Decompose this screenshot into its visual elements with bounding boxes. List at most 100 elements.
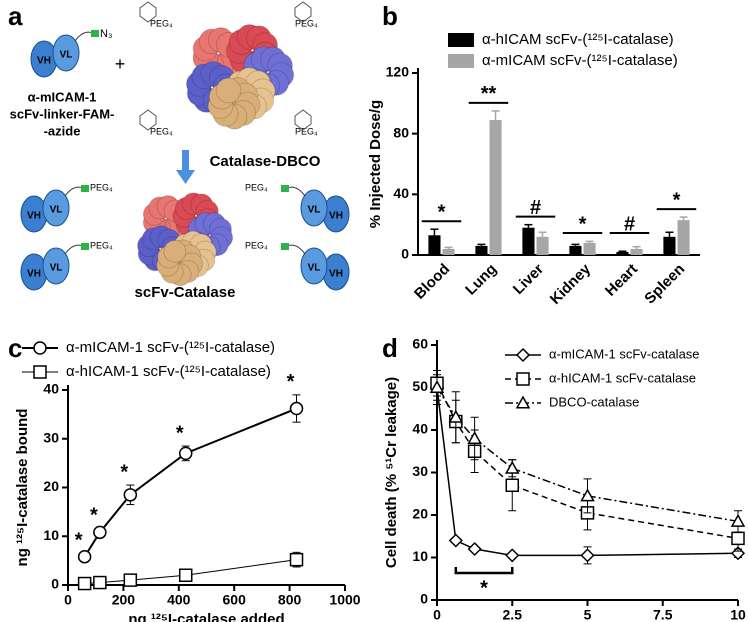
x-tick-label: 7.5 — [653, 607, 673, 622]
bar — [442, 248, 455, 255]
x-axis-title: ng ¹²⁵I-catalase added — [128, 611, 284, 622]
bar — [583, 242, 596, 255]
product-label: scFv-Catalase — [135, 284, 236, 301]
x-tick-label: 0 — [64, 592, 72, 608]
marker — [77, 549, 92, 564]
significance-label: # — [530, 197, 541, 219]
x-tick-label: 0 — [433, 607, 441, 622]
x-tick-label: Lung — [462, 261, 500, 299]
y-tick-label: 10 — [412, 548, 428, 564]
legend-label: α-hICAM-1 scFv-catalase — [549, 370, 696, 385]
marker — [33, 365, 47, 379]
marker — [178, 446, 193, 461]
y-axis-title: ng ¹²⁵I-catalase bound — [14, 409, 31, 567]
y-tick-label: 30 — [43, 429, 59, 445]
significance-label: * — [75, 530, 83, 552]
fam-tag — [281, 185, 289, 192]
marker — [504, 460, 520, 474]
catalase-subunit — [215, 77, 242, 104]
panel-label: d — [382, 333, 398, 363]
y-tick-label: 120 — [386, 64, 410, 80]
vh-label: VH — [27, 211, 41, 222]
significance-label: * — [438, 201, 446, 223]
y-tick-label: 30 — [412, 463, 428, 479]
panel-label: a — [8, 1, 23, 31]
dbco-ring — [139, 109, 157, 131]
x-tick-label: 10 — [730, 607, 746, 622]
y-axis-title: Cell death (% ⁵¹Cr leakage) — [383, 377, 400, 568]
marker — [448, 533, 463, 548]
marker — [505, 478, 519, 492]
vh-label: VH — [329, 211, 343, 222]
y-tick-label: 20 — [43, 478, 59, 494]
marker — [515, 395, 531, 409]
y-tick-label: 40 — [393, 185, 409, 201]
marker — [516, 372, 530, 386]
azide-label: N₃ — [100, 28, 112, 40]
x-tick-label: 600 — [223, 592, 247, 608]
bracket — [454, 567, 514, 575]
y-tick-label: 10 — [43, 527, 59, 543]
marker — [178, 568, 193, 582]
significance-label: * — [90, 505, 98, 527]
x-tick-label: 2.5 — [503, 607, 523, 622]
x-tick-label: Kidney — [547, 260, 595, 308]
bar — [475, 245, 488, 255]
marker — [505, 548, 520, 563]
legend-label: α-mICAM-1 scFv-catalase — [549, 346, 700, 361]
marker — [580, 488, 595, 502]
x-tick-label: Heart — [602, 261, 641, 300]
marker — [123, 573, 138, 587]
fam-tag — [81, 243, 89, 250]
legend-swatch — [448, 54, 474, 68]
vl-domain — [52, 34, 80, 72]
peg-label: PEG₄ — [90, 240, 113, 250]
peg-label: PEG₄ — [245, 240, 268, 250]
significance-label: ** — [481, 83, 497, 105]
significance-label: * — [120, 461, 128, 483]
marker — [467, 541, 482, 557]
peg-label: PEG₄ — [150, 126, 173, 136]
scfv-label: α-mICAM-1 — [28, 89, 97, 104]
vl-label: VL — [308, 205, 321, 216]
arrow-shaft — [182, 150, 189, 172]
legend-label: α-hICAM-1 scFv-(¹²⁵I-catalase) — [66, 363, 271, 380]
bar — [663, 236, 676, 255]
vh-label: VH — [329, 269, 343, 280]
peg-label: PEG₄ — [245, 182, 268, 192]
legend-label: α-hICAM scFv-(¹²⁵I-catalase) — [482, 31, 674, 48]
vl-label: VL — [308, 263, 321, 274]
significance-label: * — [673, 189, 681, 211]
x-tick-label: Spleen — [641, 261, 688, 308]
y-axis-title: % Injected Dose/g — [367, 100, 384, 228]
marker — [123, 488, 138, 502]
dbco-ring — [294, 109, 312, 131]
marker — [33, 341, 47, 355]
y-tick-label: 0 — [420, 591, 428, 607]
marker — [77, 576, 92, 591]
scfv-label: scFv-linker-FAM- — [10, 106, 115, 121]
marker — [515, 347, 531, 363]
vh-label: VH — [27, 269, 41, 280]
vl-domain — [300, 189, 328, 227]
vl-label: VL — [50, 205, 63, 216]
y-tick-label: 20 — [412, 506, 428, 522]
panel-label: b — [382, 1, 398, 31]
peg-label: PEG₄ — [90, 182, 113, 192]
fam-tag — [91, 30, 99, 37]
vl-domain — [300, 247, 328, 285]
x-tick-label: 800 — [278, 592, 302, 608]
vl-label: VL — [60, 50, 73, 61]
catalase-subunit — [163, 239, 187, 263]
marker — [730, 513, 746, 527]
bar — [428, 235, 441, 255]
bar — [522, 227, 535, 255]
series-line — [436, 387, 739, 557]
marker — [93, 525, 107, 540]
vl-domain — [42, 247, 70, 285]
bar — [569, 245, 582, 255]
marker — [467, 430, 482, 445]
significance-label: * — [287, 371, 295, 393]
peg-label: PEG₄ — [295, 126, 318, 136]
